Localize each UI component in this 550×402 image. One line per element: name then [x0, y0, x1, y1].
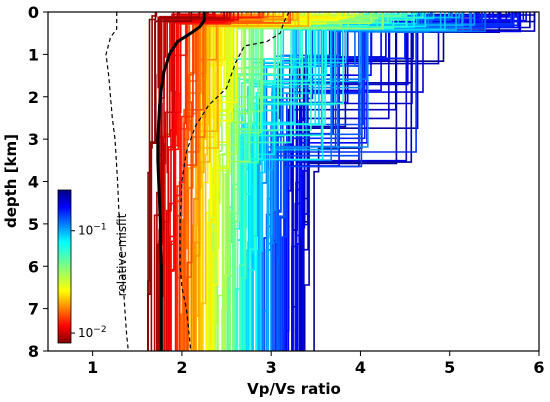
- colorbar-label: relative misfit: [115, 213, 129, 296]
- ensemble-model-line: [249, 12, 408, 351]
- x-tick-label: 4: [355, 358, 366, 377]
- y-tick-label: 1: [28, 45, 39, 64]
- ensemble-model-line: [206, 12, 339, 351]
- colorbar-bar: [57, 189, 72, 344]
- y-axis-title: depth [km]: [2, 134, 20, 228]
- ensemble-model-line: [207, 12, 355, 351]
- y-tick-label: 3: [28, 130, 39, 149]
- summary-lines: [105, 12, 290, 351]
- y-tick-label: 8: [28, 342, 39, 361]
- colorbar: 10−1 10−2 relative misfit: [57, 189, 129, 344]
- ensemble-model-line: [195, 12, 298, 351]
- y-tick-label: 4: [28, 173, 39, 192]
- ensemble-model-line: [156, 12, 200, 351]
- x-tick-label: 3: [266, 358, 277, 377]
- ensemble-model-line: [234, 12, 343, 351]
- colorbar-tick-label: 10−2: [78, 325, 107, 340]
- lower-bound-dashed-line: [105, 12, 129, 351]
- x-axis-title: Vp/Vs ratio: [247, 380, 341, 398]
- y-axis-ticks: 0 1 2 3 4 5 6 7 8: [28, 3, 48, 361]
- ensemble-model-line: [169, 12, 235, 351]
- x-tick-label: 1: [87, 358, 98, 377]
- mean-model-line: [156, 12, 206, 351]
- ensemble-model-line: [262, 12, 430, 351]
- y-tick-label: 7: [28, 300, 39, 319]
- x-tick-label: 5: [444, 358, 455, 377]
- colorbar-tick-label: 10−1: [78, 223, 107, 238]
- colorbar-ticks: 10−1 10−2: [71, 223, 107, 340]
- y-tick-label: 0: [28, 3, 39, 22]
- upper-bound-dashed-line: [179, 12, 290, 351]
- ensemble-model-line: [263, 12, 512, 351]
- x-tick-label: 6: [533, 358, 544, 377]
- ensemble-model-line: [240, 12, 416, 351]
- x-axis-ticks: 1 2 3 4 5 6: [87, 351, 545, 377]
- y-tick-label: 2: [28, 88, 39, 107]
- x-tick-label: 2: [176, 358, 187, 377]
- ensemble-model-line: [147, 12, 157, 351]
- ensemble-model-line: [212, 12, 311, 351]
- y-tick-label: 5: [28, 215, 39, 234]
- ensemble-model-line: [193, 12, 294, 351]
- y-tick-label: 6: [28, 257, 39, 276]
